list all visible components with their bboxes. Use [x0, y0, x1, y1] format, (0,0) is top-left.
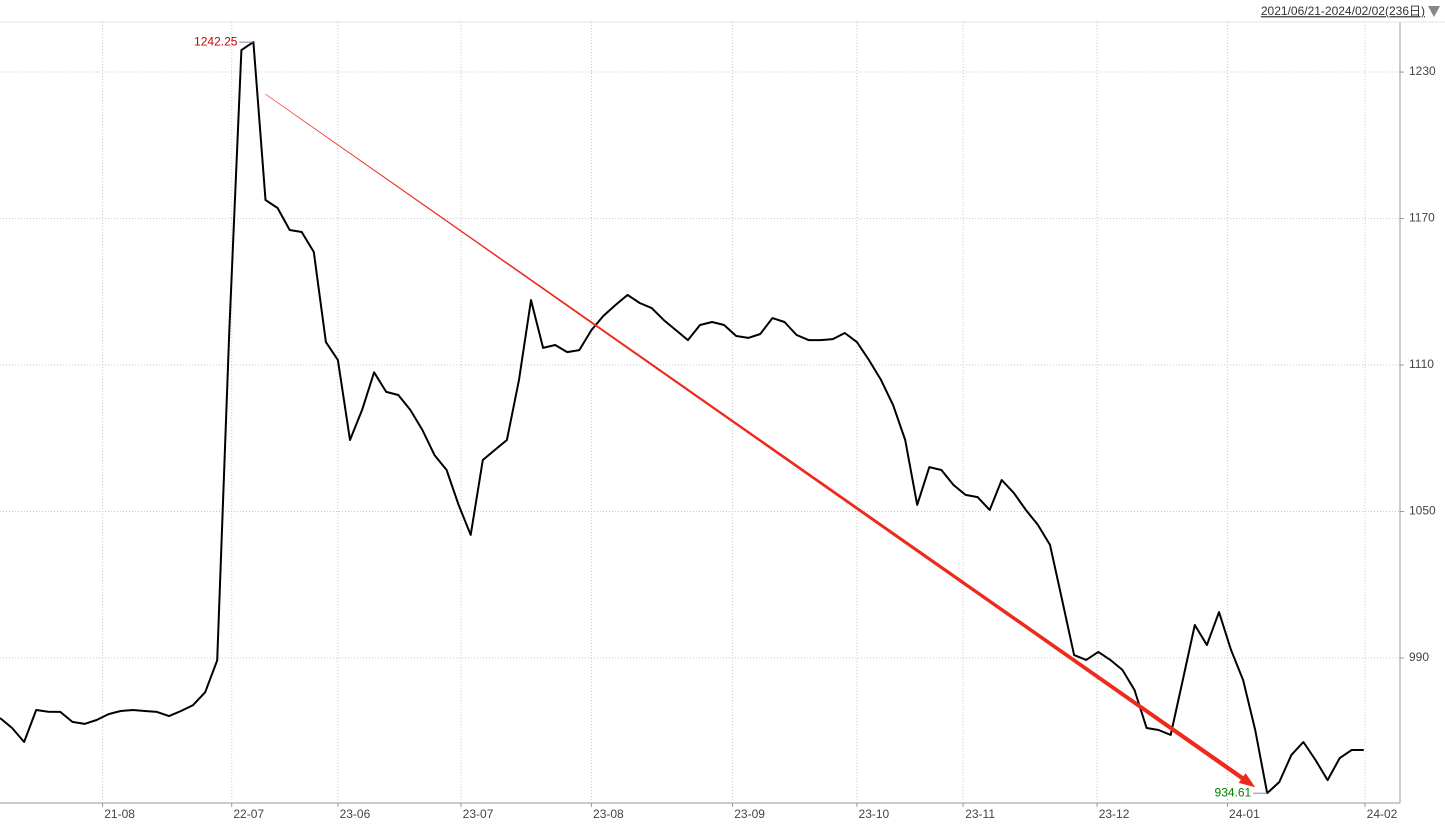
x-tick-label: 23-12 [1099, 807, 1130, 821]
range-dropdown[interactable] [1428, 6, 1440, 17]
trend-arrow-shape [265, 93, 1256, 788]
x-tick-label: 23-06 [340, 807, 371, 821]
y-tick-label: 1230 [1409, 64, 1436, 78]
x-tick-label: 24-01 [1229, 807, 1260, 821]
x-tick-label: 21-08 [104, 807, 135, 821]
y-tick-label: 1110 [1409, 357, 1434, 371]
x-tick-label: 23-09 [734, 807, 765, 821]
y-tick-label: 990 [1409, 650, 1429, 664]
annotation-label: 1242.25 [194, 34, 238, 48]
date-range[interactable]: 2021/06/21-2024/02/02(236日) [1261, 4, 1425, 18]
x-tick-label: 22-07 [233, 807, 264, 821]
x-tick-label: 23-07 [463, 807, 494, 821]
x-tick-label: 24-02 [1367, 807, 1398, 821]
x-tick-label: 23-08 [593, 807, 624, 821]
price-line [0, 41, 1364, 795]
annotation-label: 934.61 [1215, 785, 1252, 799]
y-tick-label: 1050 [1409, 504, 1436, 518]
x-tick-label: 23-10 [859, 807, 890, 821]
trend-arrow [265, 93, 1256, 788]
x-tick-label: 23-11 [965, 807, 995, 821]
y-tick-label: 1170 [1409, 211, 1435, 225]
